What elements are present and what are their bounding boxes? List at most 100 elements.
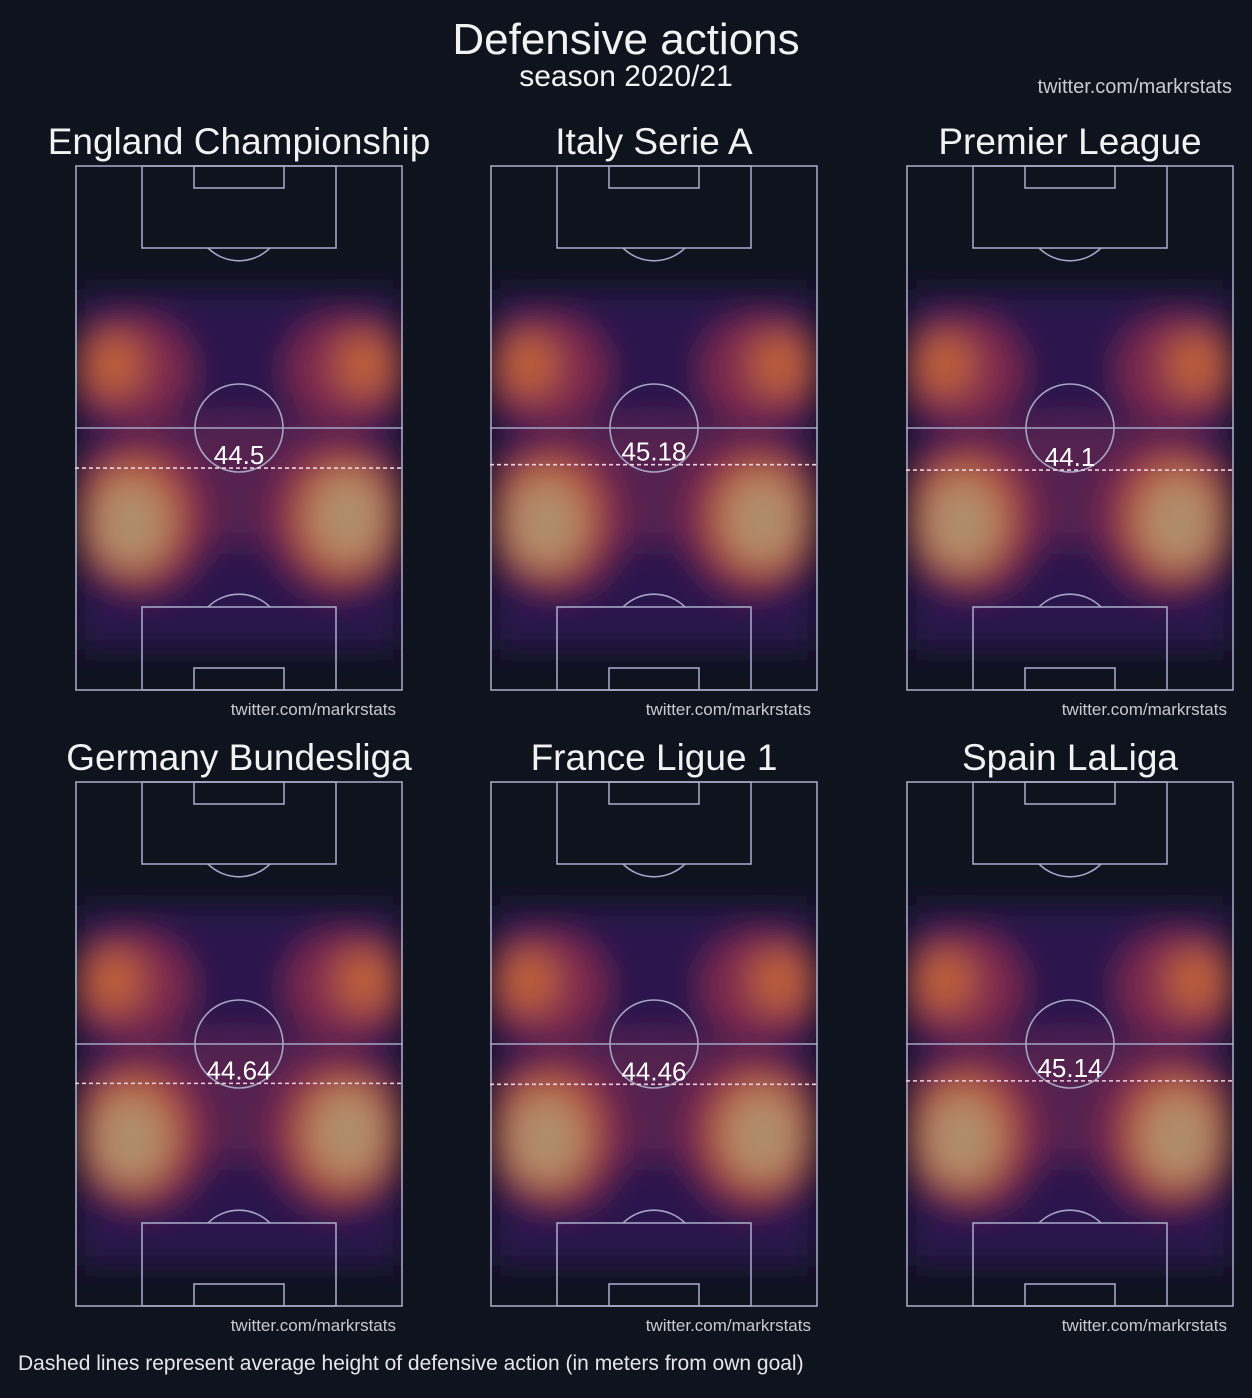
heat-blob — [509, 1096, 582, 1181]
penalty-box-top — [972, 165, 1168, 249]
watermark: twitter.com/markrstats — [645, 1316, 811, 1335]
goal-area-top — [1024, 165, 1116, 189]
heat-blob — [749, 333, 809, 397]
panel-title: Germany Bundesliga — [66, 737, 412, 778]
average-height-label: 44.46 — [621, 1056, 686, 1086]
penalty-box-top — [556, 165, 752, 249]
goal-area-top — [608, 781, 700, 805]
pitch-svg: 44.1 — [906, 165, 1234, 691]
panel-title: Spain LaLiga — [961, 737, 1179, 778]
pitch-heatmap: 45.18 — [490, 165, 818, 691]
heat-blob — [94, 1096, 167, 1181]
center-circle — [1025, 999, 1115, 1089]
average-height-label: 44.1 — [1045, 442, 1096, 472]
goal-area-bottom — [193, 1283, 285, 1307]
penalty-box-top — [972, 781, 1168, 865]
figure-title: Defensive actions — [452, 15, 800, 64]
heat-blob — [1142, 1095, 1215, 1180]
pitch-heatmap: 44.1 — [906, 165, 1234, 691]
credit-link: twitter.com/markrstats — [1037, 76, 1232, 98]
pitch-lines — [490, 781, 818, 1307]
heatmap — [75, 290, 403, 650]
pitch-lines — [490, 165, 818, 691]
panel-title: England Championship — [47, 121, 431, 162]
goal-area-top — [193, 165, 285, 189]
panel-title: Premier League — [938, 121, 1202, 162]
goal-area-top — [1024, 781, 1116, 805]
center-circle — [194, 383, 284, 473]
center-circle — [194, 999, 284, 1089]
heat-blob — [1165, 333, 1225, 397]
goal-area-top — [193, 781, 285, 805]
heatmap — [906, 906, 1234, 1266]
pitch-lines — [75, 781, 403, 1307]
penalty-box-top — [556, 781, 752, 865]
pitch-svg: 45.14 — [906, 781, 1234, 1307]
goal-area-bottom — [1024, 1283, 1116, 1307]
heat-blob — [1142, 479, 1215, 564]
pitch-heatmap: 44.5 — [75, 165, 403, 691]
heat-blob — [334, 949, 394, 1013]
heat-blob — [311, 1091, 384, 1176]
heat-blob — [925, 480, 998, 565]
figure-subtitle: season 2020/21 — [519, 60, 733, 93]
average-height-label: 45.14 — [1037, 1053, 1102, 1083]
penalty-arc-bottom — [207, 593, 271, 608]
heat-blob — [334, 333, 394, 397]
heat-blob — [311, 475, 384, 560]
heatmap — [75, 906, 403, 1266]
penalty-arc-bottom — [207, 1209, 271, 1224]
penalty-box-top — [141, 781, 337, 865]
pitch-lines — [906, 781, 1234, 1307]
heat-blob — [499, 949, 559, 1013]
penalty-arc-top — [1038, 247, 1102, 262]
penalty-arc-top — [1038, 863, 1102, 878]
average-height-label: 44.64 — [206, 1055, 271, 1085]
penalty-arc-top — [207, 247, 271, 262]
pitch-svg: 45.18 — [490, 165, 818, 691]
watermark: twitter.com/markrstats — [230, 1316, 396, 1335]
center-circle — [609, 999, 699, 1089]
pitch-heatmap: 44.46 — [490, 781, 818, 1307]
panel-title: Italy Serie A — [555, 121, 753, 162]
heat-blob — [726, 1093, 799, 1178]
penalty-arc-top — [207, 863, 271, 878]
penalty-arc-bottom — [1038, 593, 1102, 608]
heatmap — [490, 906, 818, 1266]
watermark: twitter.com/markrstats — [1061, 1316, 1227, 1335]
heat-blob — [915, 949, 975, 1013]
footnote: Dashed lines represent average height of… — [18, 1352, 804, 1375]
heat-blob — [94, 480, 167, 565]
heat-blob — [925, 1096, 998, 1181]
watermark: twitter.com/markrstats — [645, 700, 811, 719]
goal-area-bottom — [1024, 667, 1116, 691]
goal-area-top — [608, 165, 700, 189]
goal-area-bottom — [608, 667, 700, 691]
heatmap — [490, 290, 818, 650]
heat-blob — [84, 333, 144, 397]
pitch-heatmap: 44.64 — [75, 781, 403, 1307]
center-circle — [1025, 383, 1115, 473]
pitch-lines — [75, 165, 403, 691]
heat-blob — [1165, 949, 1225, 1013]
center-circle — [609, 383, 699, 473]
average-height-label: 44.5 — [214, 440, 265, 470]
watermark: twitter.com/markrstats — [1061, 700, 1227, 719]
panel-title: France Ligue 1 — [530, 737, 778, 778]
heat-blob — [84, 949, 144, 1013]
penalty-arc-bottom — [622, 1209, 686, 1224]
pitch-svg: 44.46 — [490, 781, 818, 1307]
pitch-heatmap: 45.14 — [906, 781, 1234, 1307]
pitch-lines — [906, 165, 1234, 691]
penalty-box-top — [141, 165, 337, 249]
penalty-arc-top — [622, 247, 686, 262]
pitch-svg: 44.64 — [75, 781, 403, 1307]
heat-blob — [915, 333, 975, 397]
heat-blob — [509, 480, 582, 565]
heat-blob — [749, 949, 809, 1013]
penalty-arc-top — [622, 863, 686, 878]
heat-blob — [726, 477, 799, 562]
watermark: twitter.com/markrstats — [230, 700, 396, 719]
penalty-arc-bottom — [622, 593, 686, 608]
